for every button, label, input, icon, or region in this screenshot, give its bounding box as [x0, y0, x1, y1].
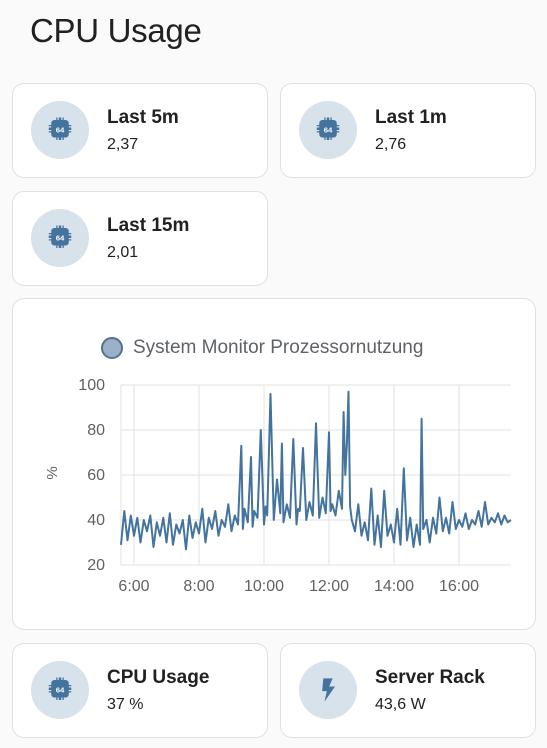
cpu-64-icon: 64 [31, 101, 89, 159]
tile-last-15m[interactable]: 64 Last 15m 2,01 [12, 191, 268, 286]
svg-text:64: 64 [56, 125, 65, 134]
x-tick-label: 8:00 [183, 578, 214, 595]
tile-name: Server Rack [375, 667, 485, 688]
y-tick-label: 100 [78, 377, 105, 394]
tile-name: Last 5m [107, 107, 179, 128]
cpu-64-icon: 64 [31, 661, 89, 719]
tile-name: Last 15m [107, 215, 190, 236]
tile-cpu-usage[interactable]: 64 CPU Usage 37 % [12, 643, 268, 738]
cpu-64-icon-glyph: 64 [316, 117, 340, 140]
tile-value: 2,76 [375, 136, 407, 153]
x-tick-label: 12:00 [309, 578, 349, 595]
cpu-line-chart[interactable]: 100 80 60 40 20 6:00 8:00 10:00 12:00 14:00 16:00… [13, 299, 537, 631]
y-tick-label: 80 [87, 422, 105, 439]
tile-last-5m[interactable]: 64 Last 5m 2,37 [12, 83, 268, 178]
legend-label: System Monitor Prozessornutzung [133, 337, 424, 358]
y-tick-label: 40 [87, 512, 105, 529]
y-axis-label: % [44, 466, 61, 479]
y-tick-label: 20 [87, 557, 105, 574]
cpu-64-icon: 64 [31, 209, 89, 267]
x-tick-label: 14:00 [374, 578, 414, 595]
svg-text:64: 64 [56, 685, 65, 694]
y-tick-label: 60 [87, 467, 105, 484]
tile-value: 2,37 [107, 136, 139, 153]
tile-value: 2,01 [107, 244, 139, 261]
history-graph-card[interactable]: System Monitor Prozessornutzung 100 80 60 4… [12, 298, 536, 630]
tile-server-rack[interactable]: Server Rack 43,6 W [280, 643, 536, 738]
series-line-cpu [120, 390, 512, 551]
cpu-64-icon: 64 [299, 101, 357, 159]
cpu-64-icon-glyph: 64 [48, 225, 72, 248]
svg-text:64: 64 [324, 125, 333, 134]
lightning-bolt-icon-glyph [322, 678, 335, 702]
tile-name: CPU Usage [107, 667, 210, 688]
lightning-bolt-icon [299, 661, 357, 719]
cpu-64-icon-glyph: 64 [48, 677, 72, 700]
page-title: CPU Usage [30, 12, 202, 49]
legend-swatch [101, 337, 123, 359]
tile-value: 37 % [107, 696, 144, 713]
cpu-64-icon-glyph: 64 [48, 117, 72, 140]
svg-text:64: 64 [56, 233, 65, 242]
tile-last-1m[interactable]: 64 Last 1m 2,76 [280, 83, 536, 178]
x-tick-label: 10:00 [244, 578, 284, 595]
x-tick-label: 6:00 [118, 578, 149, 595]
tile-value: 43,6 W [375, 696, 426, 713]
x-tick-label: 16:00 [439, 578, 479, 595]
tile-name: Last 1m [375, 107, 447, 128]
chart-legend-item[interactable]: System Monitor Prozessornutzung [101, 337, 423, 359]
